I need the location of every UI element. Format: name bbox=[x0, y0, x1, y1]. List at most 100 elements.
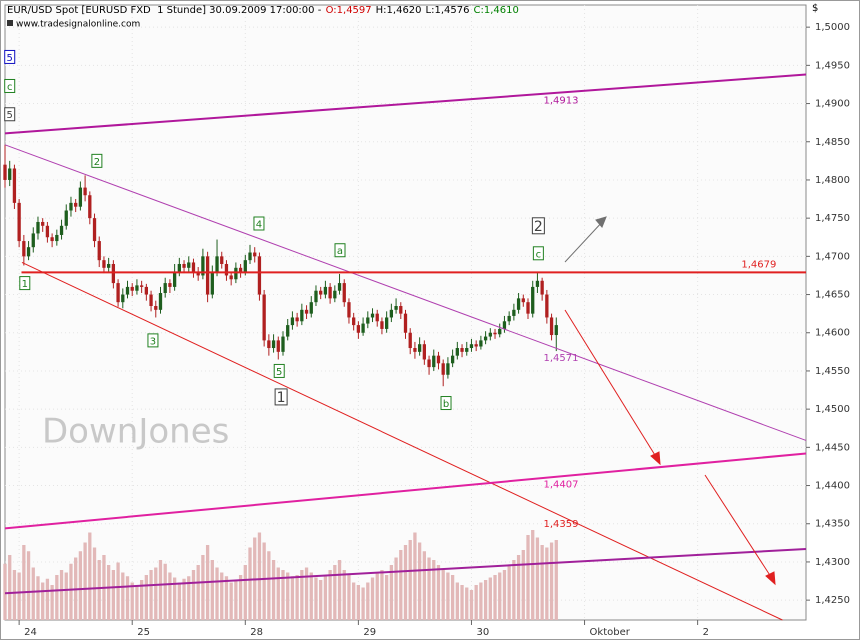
header-title: EUR/USD Spot [EURUSD FXD 1 Stunde] 30.09… bbox=[7, 5, 519, 16]
volume-bar bbox=[3, 563, 7, 620]
wave-box bbox=[532, 246, 544, 261]
candle-body bbox=[271, 340, 276, 349]
volume-bar bbox=[432, 560, 436, 620]
candle-body bbox=[168, 283, 172, 287]
wave-box bbox=[91, 153, 103, 168]
trendline bbox=[4, 547, 807, 595]
volume-bar bbox=[314, 577, 318, 620]
volume-bar bbox=[446, 572, 450, 620]
volume-bar bbox=[158, 560, 163, 620]
wave-label: 2 bbox=[94, 157, 100, 168]
volume-bar bbox=[465, 587, 469, 620]
candle-body bbox=[130, 286, 134, 291]
candle-body bbox=[12, 168, 17, 203]
candle-body bbox=[187, 262, 191, 268]
x-tick-label: Oktober bbox=[590, 627, 631, 638]
candle-body bbox=[300, 309, 304, 322]
candle-body bbox=[64, 210, 68, 226]
wave-label: 1 bbox=[277, 390, 286, 406]
volume-bar bbox=[483, 580, 488, 620]
candle-body bbox=[135, 285, 139, 291]
volume-bar bbox=[267, 551, 271, 620]
candle-body bbox=[17, 202, 21, 242]
candle-body bbox=[59, 225, 64, 235]
volume-bar bbox=[342, 570, 346, 620]
wave-label: 4 bbox=[256, 219, 262, 230]
volume-bar bbox=[172, 577, 177, 620]
candle-body bbox=[111, 263, 116, 284]
volume-bar bbox=[375, 572, 379, 620]
wave-box bbox=[19, 276, 31, 291]
candle-body bbox=[125, 286, 130, 295]
volume-bar bbox=[516, 555, 521, 620]
y-tick-label: 1,4450 bbox=[815, 442, 850, 453]
candle-body bbox=[554, 325, 558, 336]
y-tick-label: 1,4850 bbox=[815, 137, 850, 148]
ohlc-value: O:1,4597 bbox=[326, 5, 372, 16]
candle-body bbox=[215, 256, 219, 272]
candle-body bbox=[107, 263, 111, 268]
volume-bar bbox=[210, 560, 214, 620]
volume-bar bbox=[196, 565, 200, 620]
candle-body bbox=[45, 225, 50, 238]
wave-label: a bbox=[337, 246, 343, 257]
volume-bar bbox=[549, 542, 554, 620]
candle-body bbox=[413, 348, 417, 352]
volume-bar bbox=[125, 576, 130, 620]
wave-label: 5 bbox=[7, 53, 13, 64]
volume-bar bbox=[436, 565, 441, 620]
candle-body bbox=[474, 344, 478, 347]
candle-body bbox=[182, 263, 186, 268]
volume-bar bbox=[45, 578, 50, 620]
wave-label: c bbox=[7, 82, 13, 93]
candle-body bbox=[479, 340, 483, 347]
y-tick-label: 1,4650 bbox=[815, 290, 850, 301]
candle-body bbox=[545, 294, 549, 318]
y-tick-label: 1,4600 bbox=[815, 328, 850, 339]
volume-bar bbox=[88, 532, 92, 620]
candle-body bbox=[521, 298, 525, 303]
volume-bar bbox=[540, 545, 544, 620]
candle-body bbox=[342, 283, 346, 303]
wave-box bbox=[4, 49, 16, 64]
volume-bar bbox=[149, 570, 153, 620]
volume-bar bbox=[413, 532, 417, 620]
trendline bbox=[4, 73, 807, 135]
candle-body bbox=[460, 348, 464, 352]
candle-body bbox=[121, 294, 125, 303]
candle-body bbox=[262, 294, 266, 341]
candle-body bbox=[295, 317, 299, 322]
candle-body bbox=[422, 344, 426, 360]
wave-label: 2 bbox=[534, 219, 543, 235]
volume-bar bbox=[121, 572, 125, 620]
candle-body bbox=[427, 359, 431, 368]
candle-body bbox=[41, 221, 45, 226]
volume-bar bbox=[521, 550, 525, 620]
y-tick-label: 1,4300 bbox=[815, 557, 850, 568]
candle-body bbox=[319, 290, 323, 295]
watermark: DownJones bbox=[42, 412, 229, 452]
volume-bar bbox=[92, 547, 97, 620]
candle-body bbox=[92, 218, 97, 242]
candle-body bbox=[144, 286, 149, 295]
volume-bar bbox=[295, 575, 299, 620]
candle-body bbox=[516, 298, 521, 310]
volume-bar bbox=[370, 577, 375, 620]
volume-bar bbox=[215, 567, 219, 620]
volume-bar bbox=[474, 585, 478, 620]
volume-bar bbox=[304, 567, 309, 620]
x-tick-label: 29 bbox=[363, 627, 376, 638]
volume-bar bbox=[394, 557, 398, 620]
volume-bar bbox=[144, 575, 149, 620]
source: www.tradesignalonline.com bbox=[16, 20, 140, 30]
volume-bar bbox=[488, 577, 492, 620]
candle-body bbox=[177, 263, 181, 272]
candle-body bbox=[337, 283, 342, 291]
volume-bar bbox=[389, 565, 394, 620]
candle-body bbox=[531, 286, 535, 314]
y-tick-label: 1,4950 bbox=[815, 60, 850, 71]
candle-body bbox=[74, 202, 78, 207]
wave-box bbox=[334, 243, 346, 258]
candle-body bbox=[205, 256, 210, 295]
